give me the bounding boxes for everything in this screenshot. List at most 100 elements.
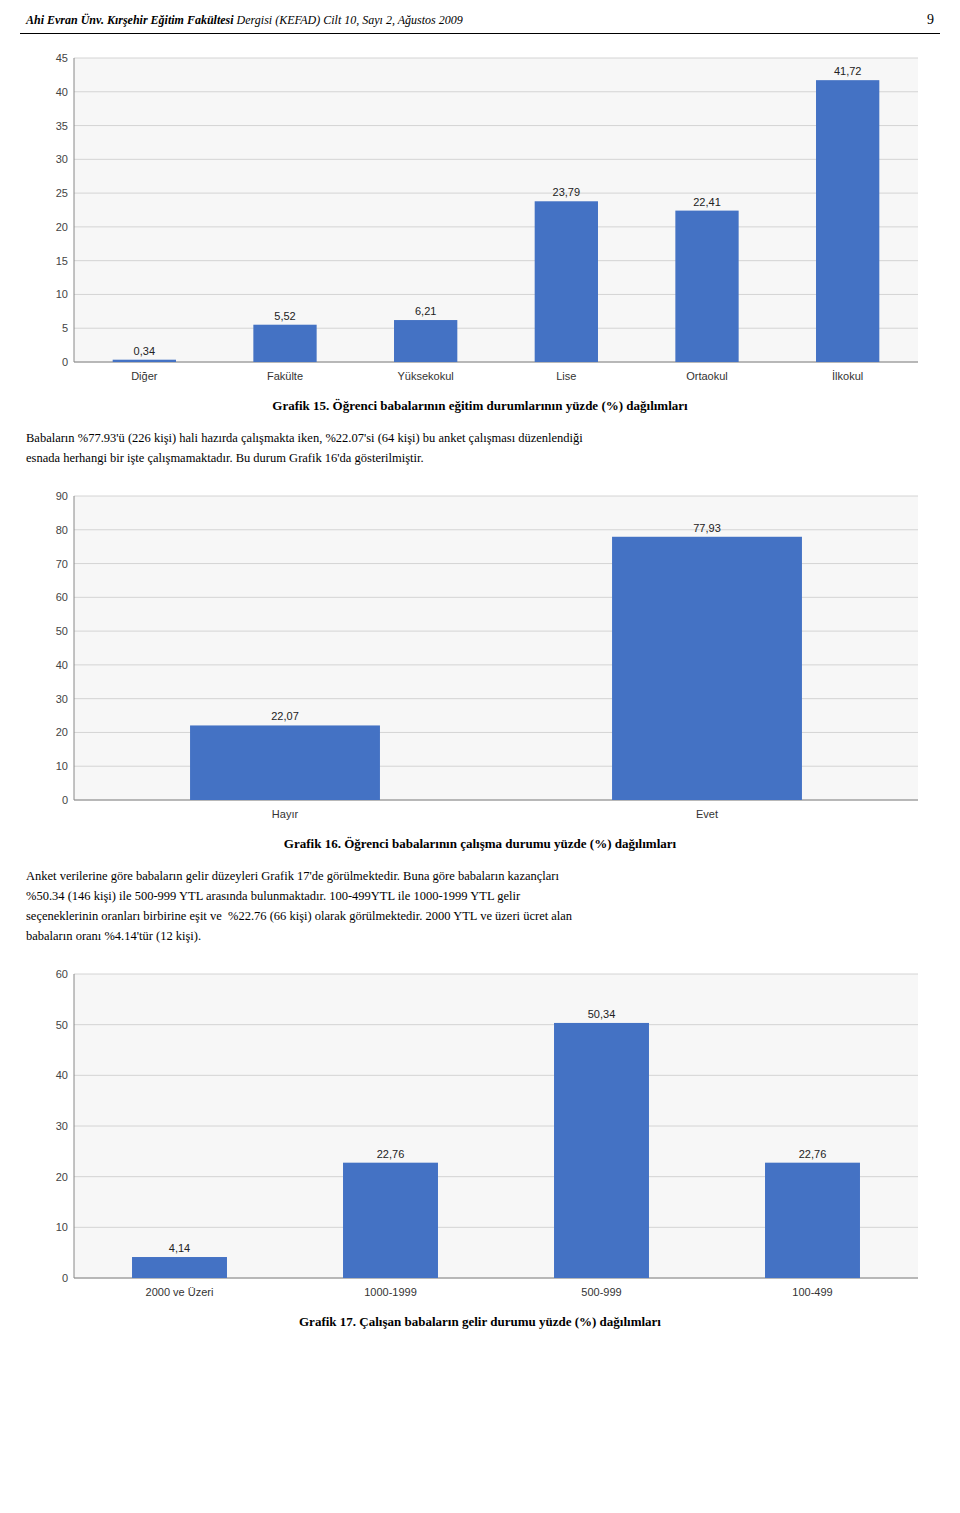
paragraph-line: esnada herhangi bir işte çalışmamaktadır… xyxy=(26,448,934,468)
data-label: 22,76 xyxy=(799,1148,827,1160)
grid-line xyxy=(74,58,918,59)
x-tick-label: 100-499 xyxy=(792,1286,832,1298)
y-tick-label: 80 xyxy=(56,524,68,536)
grid-line xyxy=(74,159,918,160)
y-tick-label: 30 xyxy=(56,1120,68,1132)
paragraph: Anket verilerine göre babaların gelir dü… xyxy=(20,866,940,946)
bars xyxy=(132,1023,860,1278)
y-tick-label: 0 xyxy=(62,1272,68,1284)
data-label: 41,72 xyxy=(834,65,862,77)
x-tick-label: Evet xyxy=(696,808,718,820)
y-tick-label: 20 xyxy=(56,1171,68,1183)
y-tick-label: 0 xyxy=(62,794,68,806)
bar xyxy=(765,1163,860,1278)
grid-line xyxy=(74,226,918,227)
bar xyxy=(394,320,457,362)
bar xyxy=(612,537,802,800)
bar xyxy=(253,325,316,362)
data-label: 5,52 xyxy=(274,310,295,322)
x-tick-label: Yüksekokul xyxy=(398,370,454,382)
y-tick-label: 20 xyxy=(56,726,68,738)
bar xyxy=(190,725,380,800)
bar-chart: 01020304050604,142000 ve Üzeri22,761000-… xyxy=(30,958,930,1308)
paragraph: Babaların %77.93'ü (226 kişi) hali hazır… xyxy=(20,428,940,468)
y-tick-label: 60 xyxy=(56,591,68,603)
page-number: 9 xyxy=(927,12,934,28)
y-axis-line xyxy=(74,58,75,362)
grid-line xyxy=(74,529,918,530)
grid-line xyxy=(74,974,918,975)
y-axis-line xyxy=(74,496,75,800)
y-tick-label: 35 xyxy=(56,120,68,132)
y-tick-label: 30 xyxy=(56,693,68,705)
y-tick-label: 10 xyxy=(56,288,68,300)
x-axis-line xyxy=(74,362,918,363)
bar xyxy=(675,211,738,362)
grid-line xyxy=(74,362,918,363)
bar xyxy=(816,80,879,362)
chart-caption: Grafik 15. Öğrenci babalarının eğitim du… xyxy=(20,398,940,414)
bar xyxy=(535,201,598,362)
y-tick-label: 10 xyxy=(56,1221,68,1233)
bar-chart: 0 5 10 15 20 25 30 35 40 45 0,34 Diğer 5,52 Fakülte 6,… xyxy=(30,42,930,392)
data-label: 0,34 xyxy=(134,345,155,357)
grid-line xyxy=(74,91,918,92)
y-tick-label: 10 xyxy=(56,760,68,772)
x-tick-label: Ortaokul xyxy=(686,370,728,382)
plot-background xyxy=(74,496,918,800)
header-text: Ahi Evran Ünv. Kırşehir Eğitim Fakültesi… xyxy=(26,13,463,28)
data-label: 50,34 xyxy=(588,1008,616,1020)
data-label: 23,79 xyxy=(553,186,581,198)
y-tick-label: 5 xyxy=(62,322,68,334)
paragraph-line: babaların oranı %4.14'tür (12 kişi). xyxy=(26,926,934,946)
bar xyxy=(132,1257,227,1278)
data-label: 22,41 xyxy=(693,196,721,208)
plot-background xyxy=(74,58,918,362)
y-tick-label: 50 xyxy=(56,625,68,637)
grid-line xyxy=(74,328,918,329)
paragraph-line: seçeneklerinin oranları birbirine eşit v… xyxy=(26,906,934,926)
bar-chart: 010203040506070809022,07Hayır77,93Evet xyxy=(30,480,930,830)
chart-caption: Grafik 16. Öğrenci babalarının çalışma d… xyxy=(20,836,940,852)
y-tick-label: 60 xyxy=(56,968,68,980)
data-label: 6,21 xyxy=(415,305,436,317)
y-tick-label: 70 xyxy=(56,558,68,570)
plot-background xyxy=(74,974,918,1278)
grid-line xyxy=(74,1075,918,1076)
data-label: 22,76 xyxy=(377,1148,405,1160)
y-tick-label: 45 xyxy=(56,52,68,64)
grid-line xyxy=(74,193,918,194)
grid-line xyxy=(74,125,918,126)
paragraph-line: Anket verilerine göre babaların gelir dü… xyxy=(26,866,934,886)
y-tick-label: 40 xyxy=(56,86,68,98)
paragraph-line: Babaların %77.93'ü (226 kişi) hali hazır… xyxy=(26,428,934,448)
bar xyxy=(554,1023,649,1278)
y-tick-label: 40 xyxy=(56,659,68,671)
y-tick-label: 20 xyxy=(56,221,68,233)
data-label: 4,14 xyxy=(169,1242,190,1254)
x-tick-label: 1000-1999 xyxy=(364,1286,417,1298)
header: Ahi Evran Ünv. Kırşehir Eğitim Fakültesi… xyxy=(20,10,940,34)
x-tick-label: İlkokul xyxy=(832,370,863,382)
data-label: 77,93 xyxy=(693,522,721,534)
grid-line xyxy=(74,1126,918,1127)
page: Ahi Evran Ünv. Kırşehir Eğitim Fakültesi… xyxy=(0,0,960,1330)
bars xyxy=(113,80,880,362)
y-tick-label: 90 xyxy=(56,490,68,502)
y-tick-label: 50 xyxy=(56,1019,68,1031)
bar xyxy=(113,360,176,362)
bar xyxy=(343,1163,438,1278)
y-tick-label: 30 xyxy=(56,153,68,165)
data-label: 22,07 xyxy=(271,710,299,722)
header-bold: Ahi Evran Ünv. Kırşehir Eğitim Fakültesi xyxy=(26,13,234,27)
bars xyxy=(190,537,802,800)
grid-line xyxy=(74,260,918,261)
x-tick-label: Fakülte xyxy=(267,370,303,382)
x-tick-label: Lise xyxy=(556,370,576,382)
x-tick-label: 2000 ve Üzeri xyxy=(146,1286,214,1298)
chart-caption: Grafik 17. Çalışan babaların gelir durum… xyxy=(20,1314,940,1330)
y-tick-label: 25 xyxy=(56,187,68,199)
y-tick-label: 15 xyxy=(56,255,68,267)
x-tick-label: Diğer xyxy=(131,370,158,382)
y-tick-label: 0 xyxy=(62,356,68,368)
